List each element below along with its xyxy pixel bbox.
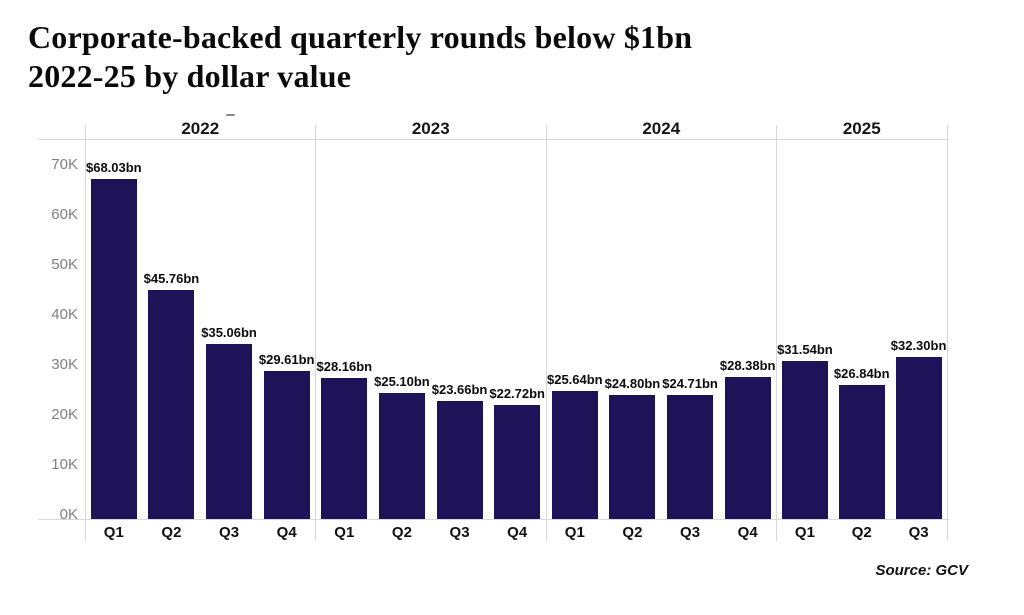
group-separator-line bbox=[776, 125, 777, 541]
year-label: 2023 bbox=[411, 119, 450, 138]
x-axis-quarter-label: Q4 bbox=[276, 524, 297, 541]
bar bbox=[263, 371, 310, 519]
bar-value-label: $32.30bn bbox=[890, 338, 947, 353]
bar-value-label: $25.10bn bbox=[374, 374, 430, 389]
y-axis-tick-label: 60K bbox=[51, 206, 78, 223]
bar bbox=[609, 395, 656, 519]
x-axis-quarter-label: Q4 bbox=[737, 524, 758, 541]
bar bbox=[724, 377, 771, 519]
bar bbox=[494, 405, 541, 519]
bar bbox=[90, 179, 137, 519]
chart-title: Corporate-backed quarterly rounds below … bbox=[28, 18, 692, 96]
bar-value-label: $24.80bn bbox=[604, 376, 661, 391]
x-axis-quarter-label: Q3 bbox=[908, 524, 929, 541]
bar bbox=[895, 357, 942, 519]
plot-right-edge-line bbox=[946, 125, 948, 541]
y-axis-tick-label: 10K bbox=[51, 456, 78, 473]
bar-value-label: $25.64bn bbox=[546, 372, 603, 387]
bar bbox=[838, 385, 885, 519]
bar bbox=[551, 391, 598, 519]
source-caption: Source: GCV bbox=[875, 562, 968, 579]
plot-top-line bbox=[38, 139, 947, 140]
bar-value-label: $28.16bn bbox=[316, 359, 373, 374]
bar-value-label: $35.06bn bbox=[201, 325, 257, 340]
x-axis-quarter-label: Q2 bbox=[622, 524, 643, 541]
x-axis-line bbox=[38, 519, 949, 520]
x-axis-quarter-label: Q2 bbox=[851, 524, 872, 541]
bar-value-label: $31.54bn bbox=[777, 342, 833, 357]
x-axis-quarter-label: Q4 bbox=[507, 524, 528, 541]
chart-title-line2: 2022-25 by dollar value bbox=[28, 58, 352, 94]
bar-value-label: $22.72bn bbox=[489, 386, 546, 401]
x-axis-quarter-label: Q1 bbox=[794, 524, 815, 541]
y-axis-tick-label: 20K bbox=[51, 406, 78, 423]
chart-title-line1: Corporate-backed quarterly rounds below … bbox=[28, 19, 693, 55]
x-axis-quarter-label: Q1 bbox=[564, 524, 585, 541]
year-label: 2022 bbox=[181, 119, 220, 138]
bar-value-label: $45.76bn bbox=[143, 271, 200, 286]
stray-dash-mark bbox=[226, 114, 235, 116]
y-axis-tick-label: 0K bbox=[59, 506, 78, 523]
y-axis-tick-label: 30K bbox=[51, 356, 78, 373]
year-label: 2025 bbox=[842, 119, 881, 138]
y-axis-line bbox=[84, 125, 86, 541]
bar bbox=[378, 393, 425, 519]
year-label: 2024 bbox=[642, 119, 681, 138]
y-axis-tick-label: 70K bbox=[51, 156, 78, 173]
bar-value-label: $29.61bn bbox=[258, 352, 315, 367]
group-separator-line bbox=[315, 125, 316, 541]
x-axis-quarter-label: Q2 bbox=[391, 524, 412, 541]
bar-value-label: $23.66bn bbox=[431, 382, 488, 397]
bar bbox=[781, 361, 828, 519]
x-axis-quarter-label: Q3 bbox=[449, 524, 470, 541]
x-axis-quarter-label: Q1 bbox=[334, 524, 355, 541]
bar-value-label: $28.38bn bbox=[719, 358, 776, 373]
y-axis-tick-label: 50K bbox=[51, 256, 78, 273]
x-axis-quarter-label: Q2 bbox=[161, 524, 182, 541]
bar bbox=[667, 395, 714, 519]
bar-value-label: $24.71bn bbox=[662, 376, 718, 391]
bar-value-label: $68.03bn bbox=[85, 160, 142, 175]
group-separator-line bbox=[545, 125, 547, 541]
bar bbox=[148, 290, 195, 519]
bar bbox=[436, 401, 483, 519]
bar-value-label: $26.84bn bbox=[833, 366, 890, 381]
x-axis-quarter-label: Q3 bbox=[680, 524, 701, 541]
x-axis-quarter-label: Q3 bbox=[219, 524, 240, 541]
bar bbox=[321, 378, 368, 519]
x-axis-quarter-label: Q1 bbox=[103, 524, 124, 541]
y-axis-tick-label: 40K bbox=[51, 306, 78, 323]
bar bbox=[206, 344, 253, 519]
